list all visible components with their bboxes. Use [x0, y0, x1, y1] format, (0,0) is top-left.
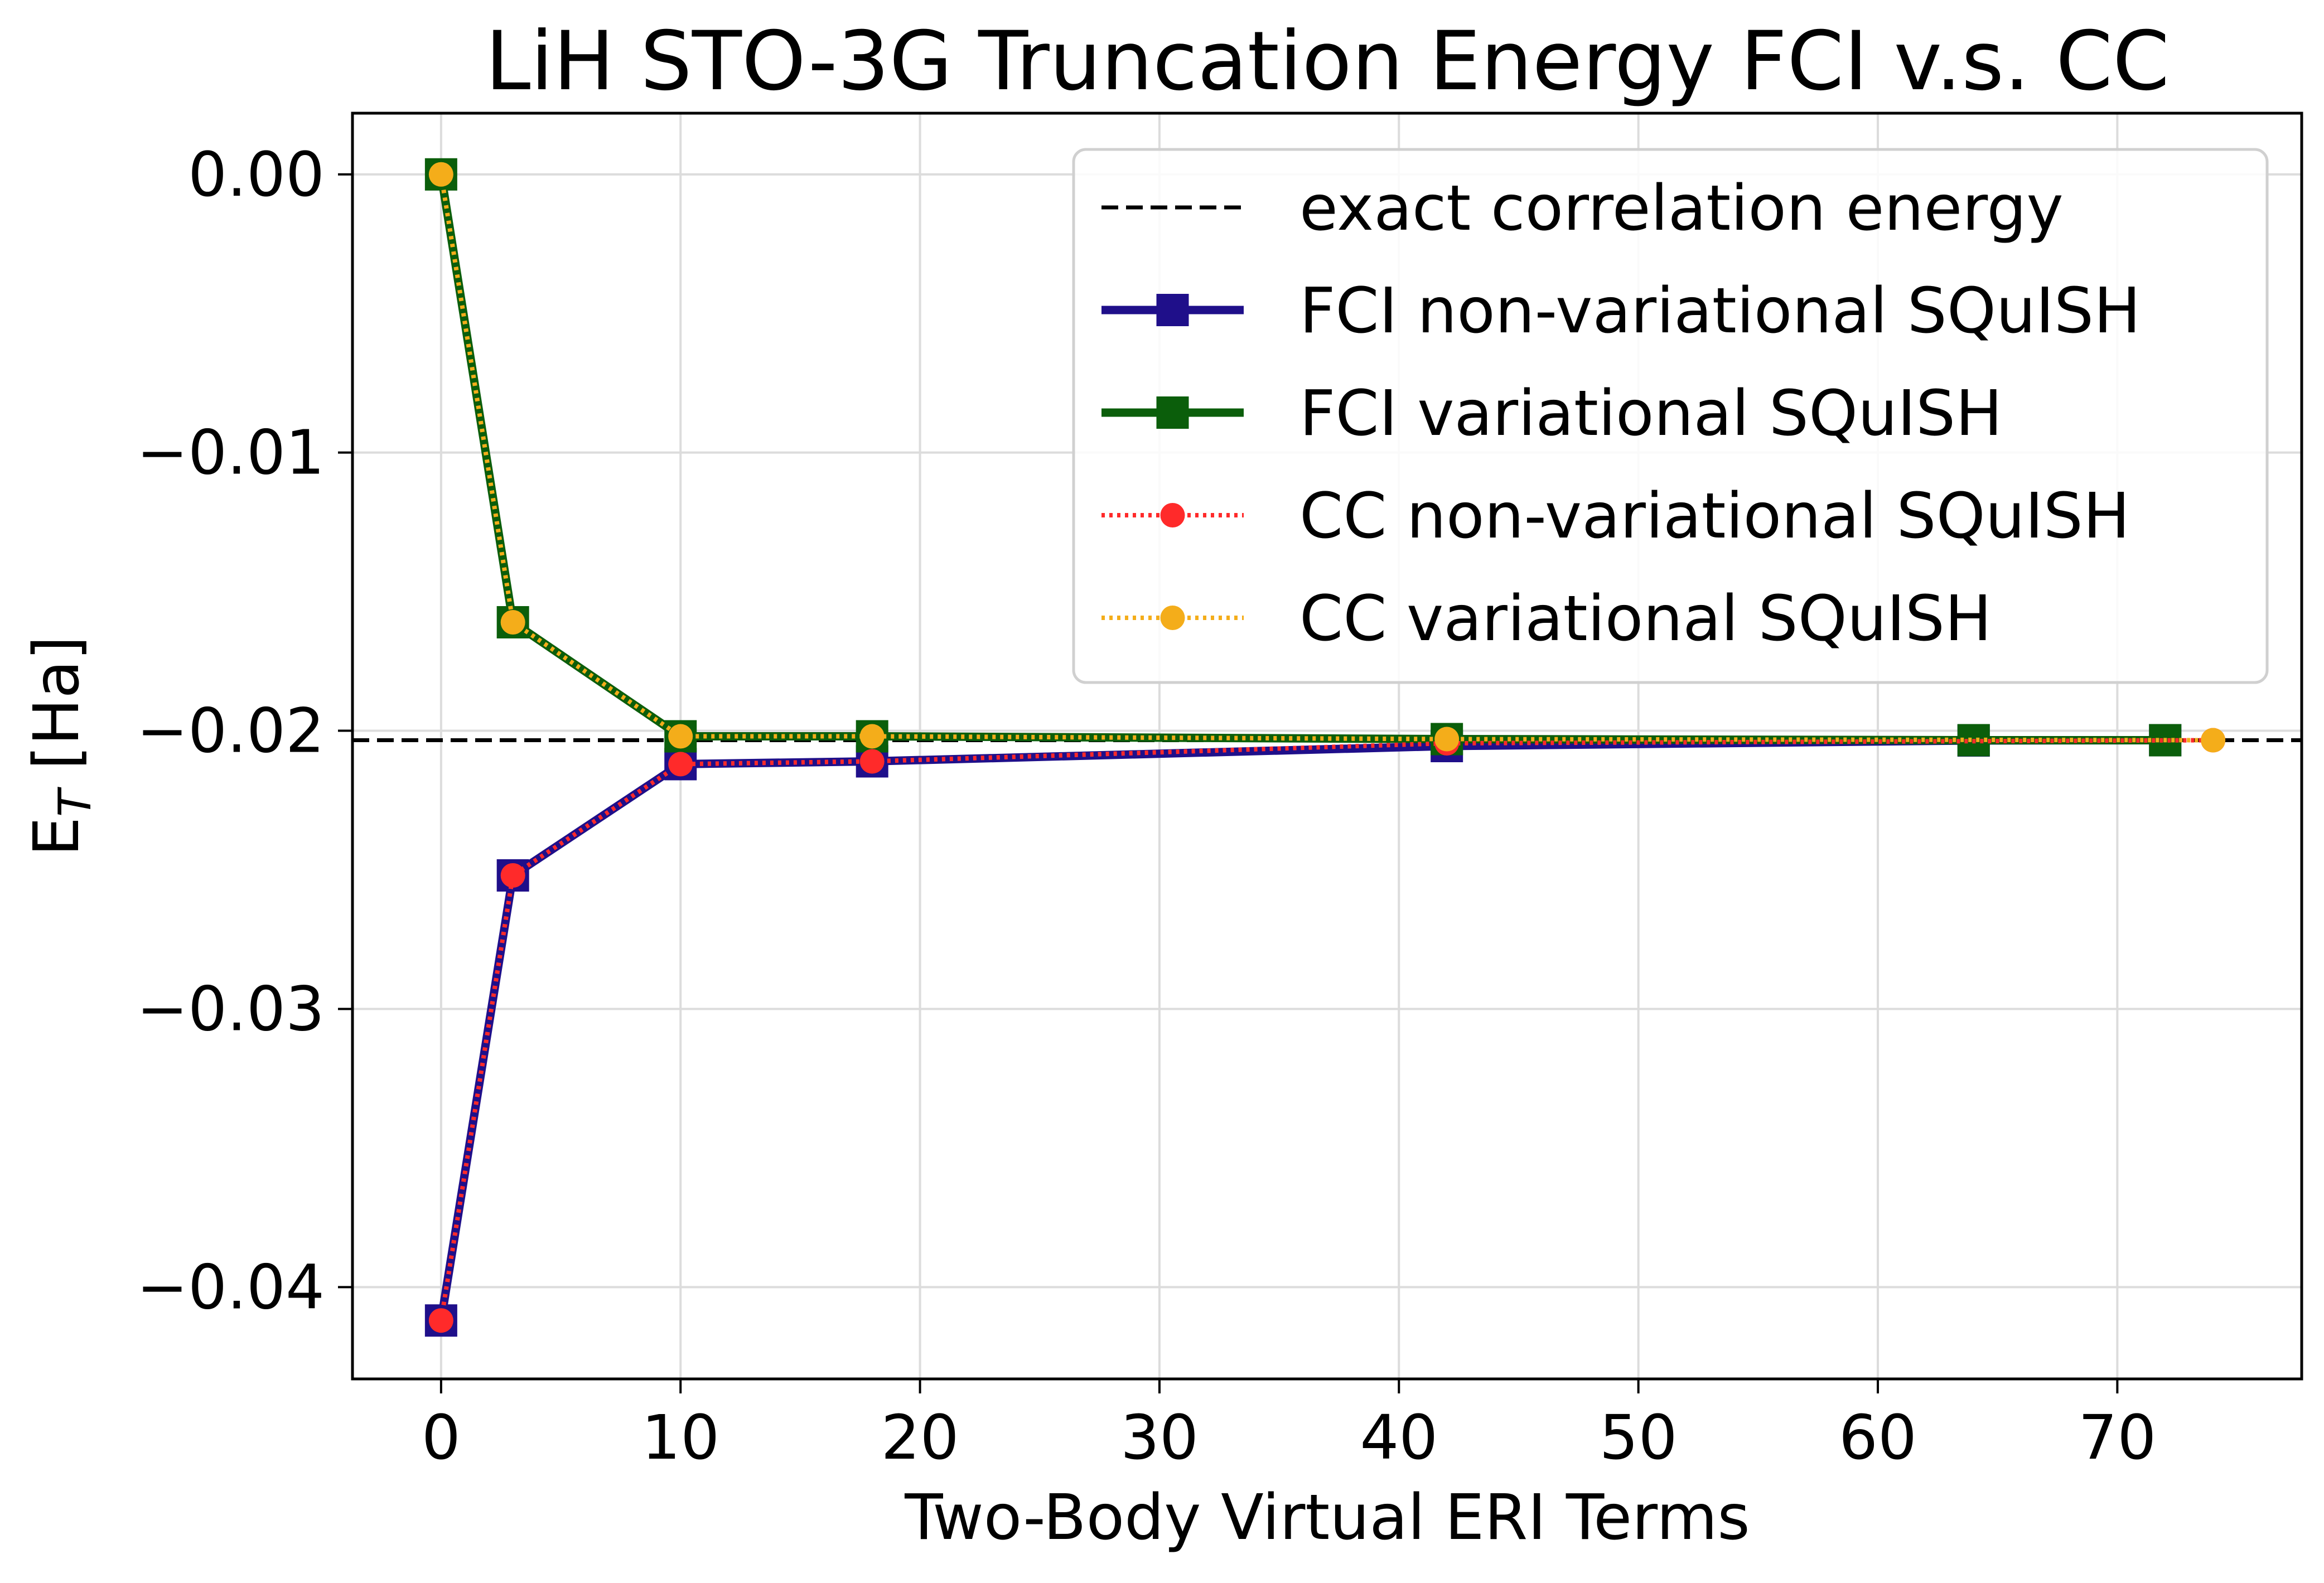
legend-entry-3: CC non-variational SQuISH	[1101, 480, 2130, 553]
x-axis-title: Two-Body Virtual ERI Terms	[904, 1482, 1750, 1554]
legend-entry-4: CC variational SQuISH	[1101, 583, 1992, 655]
y-tick-label: 0.00	[188, 139, 325, 210]
plot-frame	[351, 112, 2303, 1381]
data-point	[668, 724, 693, 749]
legend-label: FCI variational SQuISH	[1299, 377, 2002, 450]
legend-marker	[1156, 294, 1189, 326]
x-tick-label: 40	[1360, 1402, 1438, 1473]
y-axis-title-main: E	[21, 817, 93, 856]
y-tick-label: −0.02	[137, 695, 325, 767]
y-axis-title: ET [Ha]	[21, 636, 101, 856]
data-point	[428, 1308, 453, 1333]
series-4	[428, 162, 2226, 753]
data-point	[859, 724, 885, 749]
y-tick-label: −0.01	[137, 417, 325, 488]
legend-marker	[1160, 503, 1185, 527]
data-point	[859, 749, 885, 774]
legend-label: CC variational SQuISH	[1299, 583, 1992, 655]
data-point	[2201, 728, 2226, 753]
x-tick-label: 60	[1839, 1402, 1917, 1473]
series-line	[438, 738, 2214, 1321]
y-tick-label: −0.04	[137, 1251, 325, 1323]
data-point	[668, 752, 693, 777]
legend-entry-2: FCI variational SQuISH	[1101, 377, 2002, 450]
y-axis: 0.00 −0.01 −0.02 −0.03 −0.04	[137, 139, 352, 1323]
legend-entries: exact correlation energy FCI non-variatio…	[1101, 172, 2141, 655]
legend-box	[1072, 148, 2269, 684]
x-tick-label: 50	[1600, 1402, 1678, 1473]
series-line	[438, 174, 2214, 743]
x-tick-label: 70	[2078, 1402, 2156, 1473]
data-point	[428, 162, 453, 187]
y-axis-title-unit: [Ha]	[21, 636, 93, 790]
x-tick-label: 10	[641, 1402, 719, 1473]
x-tick-label: 0	[422, 1402, 461, 1473]
x-tick-label: 20	[881, 1402, 959, 1473]
data-point	[500, 863, 525, 888]
data-point	[1434, 727, 1460, 752]
chart-title: LiH STO-3G Truncation Energy FCI v.s. CC	[485, 14, 2170, 109]
legend-entry-1: FCI non-variational SQuISH	[1101, 275, 2141, 347]
legend-entry-exact: exact correlation energy	[1101, 172, 2064, 245]
x-axis: 0 10 20 30 40 50 60 70	[422, 1379, 2156, 1473]
series-layer	[424, 158, 2226, 1337]
legend-label: exact correlation energy	[1299, 172, 2064, 245]
legend-marker	[1160, 606, 1185, 630]
legend-label: FCI non-variational SQuISH	[1299, 275, 2141, 347]
data-point	[500, 609, 525, 635]
x-tick-label: 30	[1120, 1402, 1199, 1473]
legend-label: CC non-variational SQuISH	[1299, 480, 2130, 553]
legend-marker	[1156, 396, 1189, 429]
legend: exact correlation energy FCI non-variatio…	[1072, 148, 2269, 684]
y-axis-title-subscript: T	[49, 786, 101, 817]
y-tick-label: −0.03	[137, 973, 325, 1044]
